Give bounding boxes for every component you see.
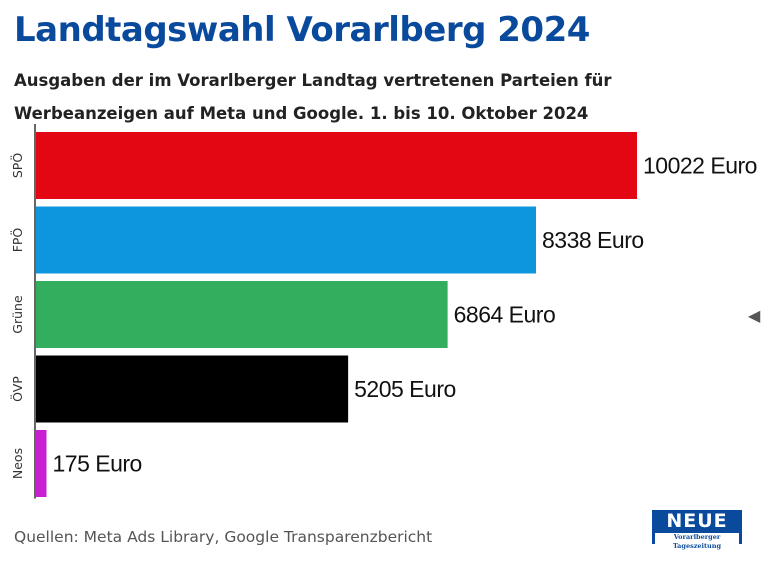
logo-name: NEUE — [666, 510, 728, 532]
source-note: Quellen: Meta Ads Library, Google Transp… — [14, 528, 433, 546]
bar-chart: 10022 Euro SPÖ 8338 Euro FPÖ 6864 Euro Grüne 5… — [9, 124, 757, 499]
triangle-left-icon[interactable]: ◀ — [748, 306, 761, 325]
data-label: 175 Euro — [52, 451, 141, 477]
bar-övp — [36, 355, 349, 423]
data-label: 8338 Euro — [542, 227, 644, 253]
bar-fpö — [36, 206, 537, 274]
neue-logo: NEUE Vorarlberger Tageszeitung — [652, 510, 742, 551]
y-tick-label: SPÖ — [9, 153, 25, 178]
y-tick-label: ÖVP — [9, 376, 25, 402]
y-tick-label: FPÖ — [9, 228, 25, 253]
bar-grüne — [36, 281, 448, 348]
bar-neos — [36, 430, 47, 497]
data-label: 10022 Euro — [643, 153, 757, 179]
data-label: 6864 Euro — [454, 302, 556, 328]
chart-subtitle: Ausgaben der im Vorarlberger Landtag ver… — [14, 71, 612, 123]
data-label: 5205 Euro — [354, 376, 456, 402]
chart-title: Landtagswahl Vorarlberg 2024 — [14, 10, 590, 50]
bar-spö — [36, 132, 637, 199]
y-tick-label: Neos — [10, 448, 25, 479]
logo-tagline: Vorarlberger Tageszeitung — [655, 533, 739, 551]
y-tick-label: Grüne — [10, 295, 25, 334]
